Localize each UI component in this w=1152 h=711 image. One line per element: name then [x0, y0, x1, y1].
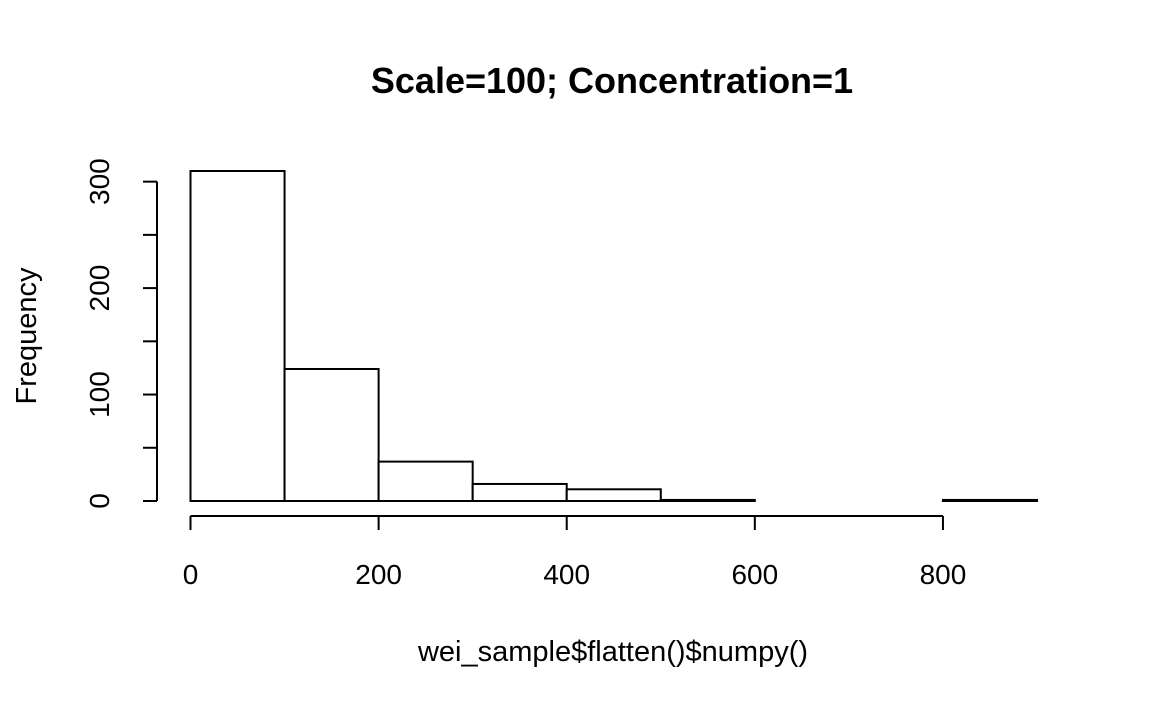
x-tick-label-1: 200 [355, 559, 402, 590]
histogram-bar-8 [941, 498, 1039, 503]
y-tick-label-2: 100 [84, 371, 115, 418]
histogram-bar-5 [659, 498, 756, 503]
x-tick-label-0: 0 [183, 559, 199, 590]
y-axis: 0 100 200 300 [84, 158, 158, 509]
x-axis-label: wei_sample$flatten()$numpy() [417, 636, 808, 668]
y-axis-label: Frequency [11, 267, 43, 405]
histogram-bar-1 [283, 368, 380, 502]
chart-title: Scale=100; Concentration=1 [371, 60, 853, 101]
histogram-bar-4 [565, 488, 662, 502]
x-tick-label-4: 800 [920, 559, 967, 590]
histogram-bar-2 [377, 460, 474, 503]
y-tick-label-4: 200 [84, 265, 115, 312]
y-tick-label-0: 0 [84, 493, 115, 509]
y-tick-label-6: 300 [84, 158, 115, 205]
histogram-bar-0 [189, 170, 286, 502]
bars-group [189, 170, 1039, 503]
x-tick-label-2: 400 [543, 559, 590, 590]
x-axis: 0 200 400 600 800 [183, 515, 967, 590]
x-tick-label-3: 600 [731, 559, 778, 590]
histogram-bar-3 [471, 482, 568, 502]
